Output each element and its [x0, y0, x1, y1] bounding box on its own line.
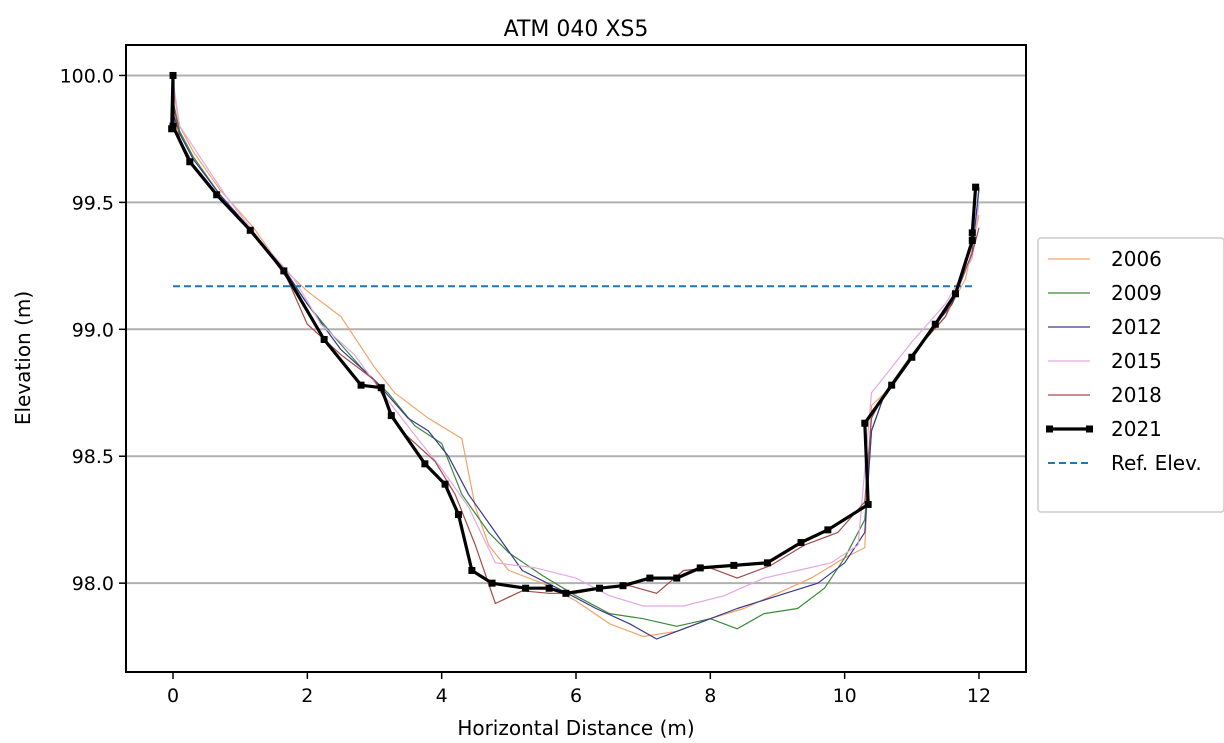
data-point: [596, 584, 604, 592]
data-point: [357, 381, 365, 389]
data-point: [763, 559, 771, 567]
legend-label-2006: 2006: [1111, 247, 1162, 271]
x-axis-label: Horizontal Distance (m): [457, 716, 694, 740]
x-tick-label: 4: [436, 685, 448, 707]
data-point: [730, 561, 738, 569]
data-point: [888, 381, 896, 389]
data-point: [488, 579, 496, 587]
y-tick-label: 98.0: [72, 573, 114, 595]
y-tick-label: 98.5: [72, 446, 114, 468]
data-point: [864, 500, 872, 508]
data-point: [619, 582, 627, 590]
data-point: [908, 353, 916, 361]
y-axis-label: Elevation (m): [11, 291, 35, 425]
data-point: [673, 574, 681, 582]
y-tick-label: 99.5: [72, 192, 114, 214]
data-point: [646, 574, 654, 582]
data-point: [951, 290, 959, 298]
plot-series: [168, 71, 980, 640]
data-point: [545, 584, 553, 592]
x-tick-label: 12: [967, 685, 991, 707]
legend: 2006 2009 2012 2015 2018 2021 Ref. Elev.: [1037, 237, 1224, 513]
data-point: [169, 71, 177, 79]
series-line-2009: [172, 100, 980, 630]
data-point: [861, 419, 869, 427]
x-tick-label: 6: [570, 685, 582, 707]
data-point: [421, 460, 429, 468]
series-line-2015: [172, 80, 980, 607]
data-point: [320, 335, 328, 343]
data-point: [377, 384, 385, 392]
data-point: [522, 584, 530, 592]
data-point: [246, 226, 254, 234]
x-tick-label: 8: [704, 685, 716, 707]
legend-label-2021: 2021: [1111, 417, 1162, 441]
data-point: [169, 122, 177, 130]
legend-marker: [1046, 425, 1053, 433]
data-point: [968, 236, 976, 244]
data-point: [454, 511, 462, 519]
data-point: [186, 158, 194, 166]
data-point: [562, 589, 570, 597]
data-point: [441, 480, 449, 488]
legend-label-2009: 2009: [1111, 281, 1162, 305]
series-line-2018: [172, 100, 980, 605]
data-point: [213, 191, 221, 199]
x-tick-label: 10: [833, 685, 857, 707]
x-axis: 0 2 4 6 8 10 12: [167, 672, 991, 707]
grid: [126, 74, 1026, 585]
legend-label-2018: 2018: [1111, 383, 1162, 407]
y-axis: 98.0 98.5 99.0 99.5 100.0: [60, 65, 126, 595]
x-tick-label: 2: [301, 685, 313, 707]
series-line-2012: [172, 113, 980, 640]
data-point: [696, 564, 704, 572]
x-tick-label: 0: [167, 685, 179, 707]
series-line-2006: [172, 88, 980, 638]
legend-label-2015: 2015: [1111, 349, 1162, 373]
legend-box: [1037, 237, 1224, 513]
y-tick-label: 99.0: [72, 319, 114, 341]
data-point: [968, 229, 976, 237]
y-tick-label: 100.0: [60, 65, 114, 87]
legend-marker: [1086, 425, 1093, 433]
data-point: [797, 539, 805, 547]
data-point: [824, 526, 832, 534]
legend-label-ref-elev: Ref. Elev.: [1111, 451, 1202, 475]
legend-label-2012: 2012: [1111, 315, 1162, 339]
data-point: [972, 183, 980, 191]
data-point: [280, 267, 288, 275]
data-point: [387, 412, 395, 420]
data-point: [468, 566, 476, 574]
chart-title: ATM 040 XS5: [504, 17, 649, 42]
series-line-2021: [170, 73, 978, 595]
data-point: [931, 320, 939, 328]
